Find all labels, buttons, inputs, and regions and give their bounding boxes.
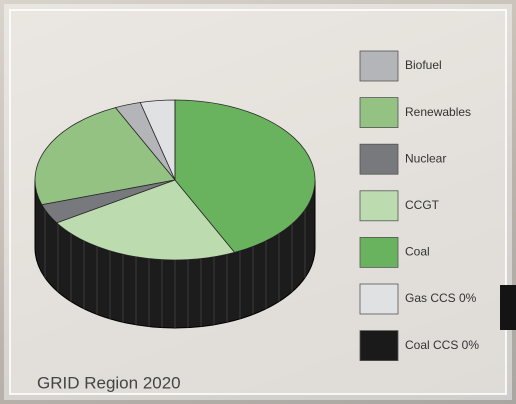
legend-label: Coal <box>405 245 430 259</box>
legend-label: Biofuel <box>405 58 442 72</box>
legend-label: CCGT <box>405 198 440 212</box>
legend-swatch <box>359 283 399 315</box>
chart-title: GRID Region 2020 <box>37 373 181 392</box>
legend-swatch <box>359 50 399 82</box>
decoration <box>500 285 516 330</box>
legend-swatch <box>359 190 399 222</box>
legend-swatch <box>359 330 399 362</box>
legend-label: Coal CCS 0% <box>405 338 479 352</box>
legend-swatch <box>359 97 399 128</box>
legend-label: Nuclear <box>405 151 446 165</box>
pie-slice <box>34 107 176 206</box>
pie-slice <box>56 179 236 261</box>
legend-label: Gas CCS 0% <box>405 291 477 305</box>
legend-swatch <box>359 143 399 175</box>
pie-slice <box>174 99 316 253</box>
legend-swatch <box>359 236 399 268</box>
legend-label: Renewables <box>405 105 471 119</box>
